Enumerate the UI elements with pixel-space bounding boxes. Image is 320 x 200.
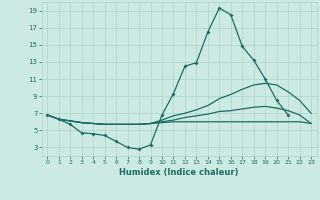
X-axis label: Humidex (Indice chaleur): Humidex (Indice chaleur) bbox=[119, 168, 239, 177]
